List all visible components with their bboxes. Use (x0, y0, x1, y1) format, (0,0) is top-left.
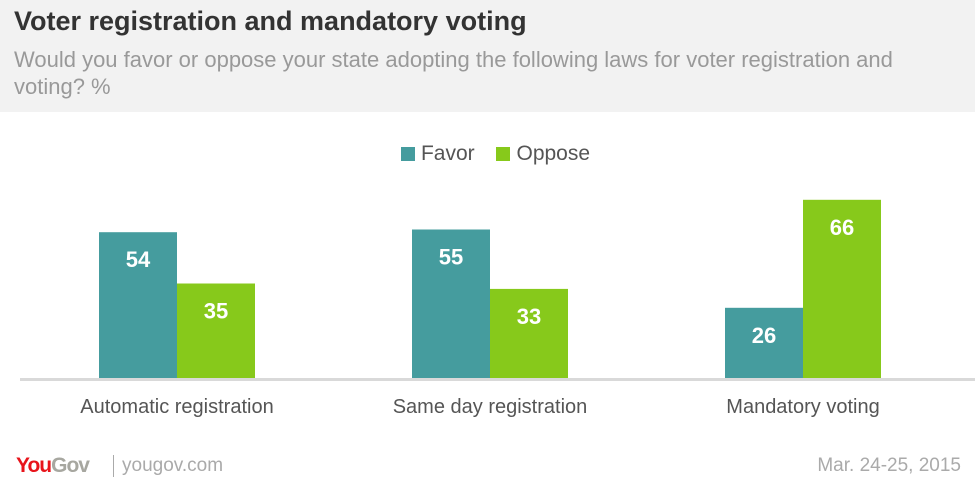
yougov-logo: YouGov (16, 454, 90, 477)
data-label: 66 (830, 215, 854, 240)
category-label: Same day registration (393, 396, 588, 418)
chart-title: Voter registration and mandatory voting (14, 6, 527, 36)
bar-oppose (803, 199, 881, 378)
category-label: Automatic registration (80, 396, 273, 418)
legend: Favor Oppose (0, 142, 975, 166)
data-label: 54 (126, 247, 151, 272)
header: Voter registration and mandatory voting … (0, 0, 975, 112)
data-label: 33 (517, 304, 541, 329)
legend-swatch-favor (400, 147, 415, 162)
category-label: Mandatory voting (726, 396, 879, 418)
legend-label-oppose: Oppose (516, 142, 591, 166)
footer-date: Mar. 24-25, 2015 (817, 455, 961, 476)
footer-url: yougov.com (113, 455, 223, 477)
data-label: 55 (439, 245, 463, 270)
chart-subtitle: Would you favor or oppose your state ado… (14, 47, 893, 99)
bar-oppose (490, 288, 568, 378)
bar-oppose (177, 283, 255, 378)
bar-favor (412, 229, 490, 378)
bar-favor (99, 232, 177, 378)
data-label: 35 (204, 299, 228, 324)
x-axis-line (20, 378, 975, 381)
legend-label-favor: Favor (420, 142, 475, 166)
legend-swatch-oppose (496, 147, 511, 162)
bar-favor (725, 307, 803, 378)
data-label: 26 (752, 323, 776, 348)
